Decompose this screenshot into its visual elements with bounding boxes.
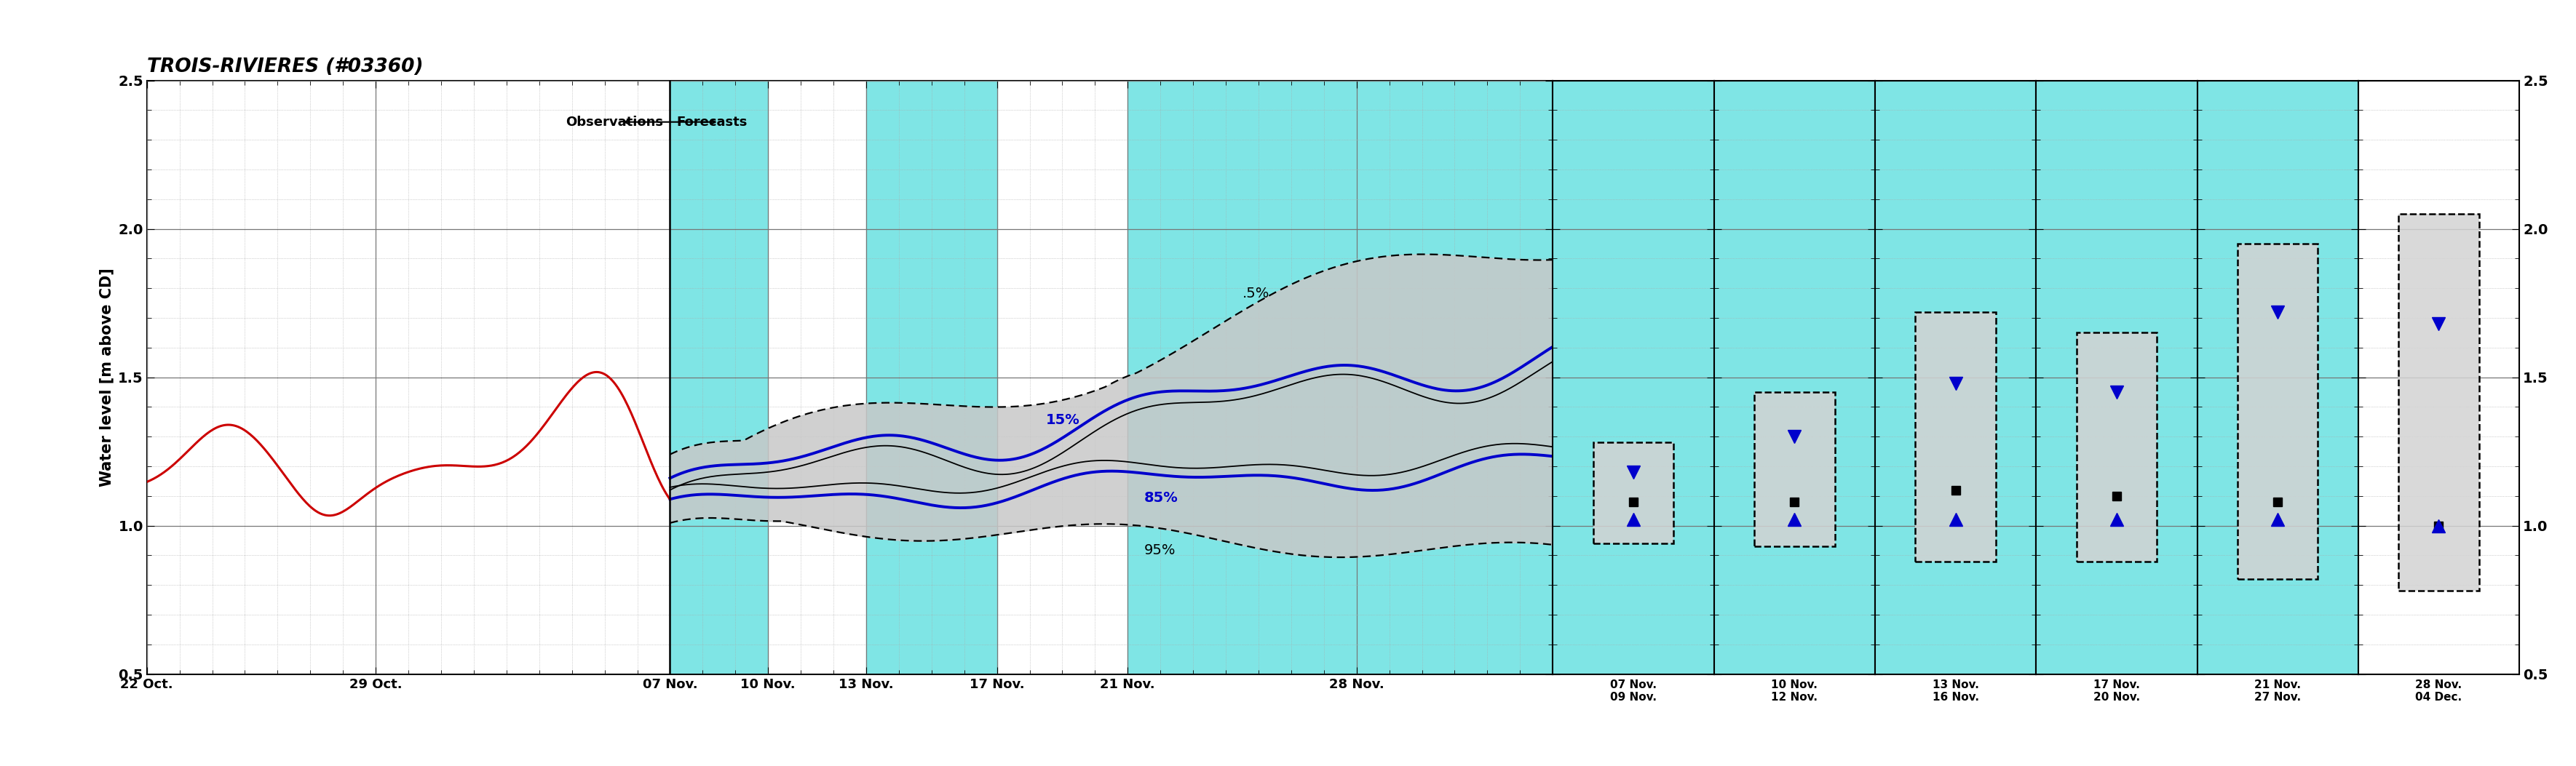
Bar [1592,443,1674,544]
Bar [1914,312,1996,561]
Text: 15%: 15% [1046,414,1079,427]
Text: Forecasts: Forecasts [677,116,747,129]
Bar [1592,443,1674,544]
Text: TROIS-RIVIERES (#03360): TROIS-RIVIERES (#03360) [147,57,422,77]
Bar [2239,244,2318,579]
X-axis label: 07 Nov.
09 Nov.: 07 Nov. 09 Nov. [1610,679,1656,702]
Bar [670,80,768,674]
Bar [2076,332,2156,561]
Bar [1754,392,1834,546]
Bar [2076,332,2156,561]
X-axis label: 21 Nov.
27 Nov.: 21 Nov. 27 Nov. [2254,679,2300,702]
Bar [2398,214,2478,591]
X-axis label: 17 Nov.
20 Nov.: 17 Nov. 20 Nov. [2094,679,2141,702]
Y-axis label: Water level [m above CD]: Water level [m above CD] [100,268,113,486]
Bar [866,80,997,674]
Bar [2398,214,2478,591]
Text: 85%: 85% [1144,491,1177,505]
Bar [1128,80,1553,674]
Bar [1754,392,1834,546]
Text: .5%: .5% [1242,286,1270,300]
X-axis label: 28 Nov.
04 Dec.: 28 Nov. 04 Dec. [2416,679,2463,702]
X-axis label: 13 Nov.
16 Nov.: 13 Nov. 16 Nov. [1932,679,1978,702]
Text: 95%: 95% [1144,544,1175,558]
Bar [2239,244,2318,579]
X-axis label: 10 Nov.
12 Nov.: 10 Nov. 12 Nov. [1772,679,1819,702]
Bar [1914,312,1996,561]
Text: Observations: Observations [567,116,665,129]
